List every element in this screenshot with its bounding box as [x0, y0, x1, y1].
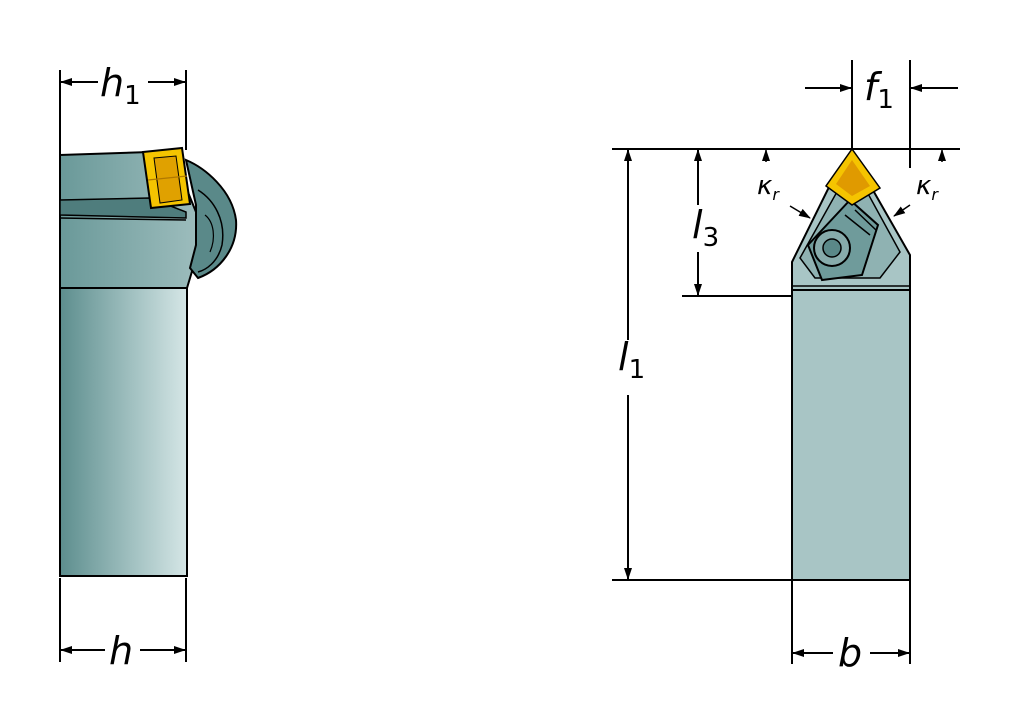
side-head-edge: [59, 217, 187, 221]
kr-right-arrow-diag: [893, 204, 911, 217]
h-label: h: [109, 629, 133, 673]
front-clamp: [806, 198, 880, 282]
front-view: f1 l1 l3 κr κr b: [612, 60, 960, 675]
kr-left-label: κr: [757, 171, 780, 204]
side-insert: [141, 146, 192, 210]
l1-label: l1: [618, 335, 645, 385]
kr-left-arrow-diag: [789, 205, 811, 219]
l3-label: l3: [692, 203, 719, 253]
side-shank: [59, 287, 188, 577]
front-shank: [791, 289, 911, 581]
h1-label: h1: [100, 61, 141, 111]
b-label: b: [838, 631, 862, 675]
front-insert: [824, 147, 882, 206]
side-clamp-detail: [197, 189, 224, 273]
side-view: h1 h: [59, 61, 238, 673]
kr-right-label: κr: [916, 171, 939, 204]
f1-label: f1: [864, 65, 894, 115]
side-clamp-detail-2: [204, 214, 215, 253]
